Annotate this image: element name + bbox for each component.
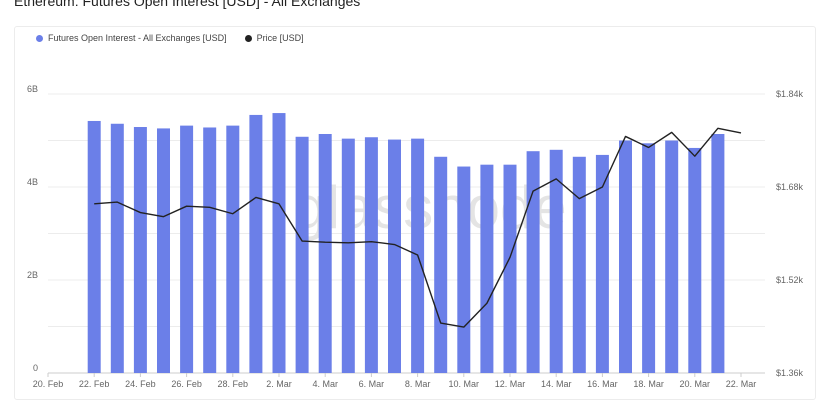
bar (642, 143, 656, 373)
bar (133, 127, 147, 373)
bar (711, 133, 725, 373)
bar (549, 149, 563, 373)
x-tick-label: 2. Mar (266, 379, 292, 389)
legend-item-open-interest[interactable]: Futures Open Interest - All Exchanges [U… (36, 33, 227, 43)
bar (480, 164, 494, 373)
price-line (94, 127, 742, 328)
bar (434, 156, 448, 373)
bar (157, 128, 170, 373)
y-right-tick-label: $1.36k (776, 368, 804, 378)
bar (526, 151, 540, 373)
x-tick-label: 28. Feb (218, 379, 249, 389)
y-left-tick-label: 0 (33, 363, 38, 373)
x-tick-label: 24. Feb (125, 379, 156, 389)
x-tick-label: 26. Feb (171, 379, 202, 389)
x-tick-label: 10. Mar (449, 379, 480, 389)
x-tick-label: 20. Feb (33, 379, 64, 389)
x-tick-label: 22. Feb (79, 379, 110, 389)
bar (203, 127, 217, 373)
x-tick-label: 22. Mar (726, 379, 757, 389)
x-tick-label: 20. Mar (680, 379, 711, 389)
x-tick-label: 4. Mar (312, 379, 338, 389)
bar (180, 125, 194, 374)
x-tick-label: 12. Mar (495, 379, 526, 389)
bar (619, 140, 632, 373)
bar (665, 140, 679, 373)
bar (272, 113, 286, 373)
bar (110, 123, 124, 373)
x-tick-label: 18. Mar (633, 379, 664, 389)
bar (457, 166, 471, 373)
bar (249, 114, 263, 374)
bar (87, 120, 101, 373)
bar (341, 138, 355, 373)
chart-title: Ethereum: Futures Open Interest [USD] - … (14, 0, 361, 9)
x-tick-label: 6. Mar (359, 379, 385, 389)
bar (364, 137, 378, 373)
bar (388, 139, 401, 373)
legend-swatch-price (244, 34, 252, 42)
y-left-tick-label: 4B (27, 177, 38, 187)
y-left-tick-label: 2B (27, 270, 38, 280)
bar (572, 156, 586, 373)
bar (226, 125, 240, 374)
legend-label-open-interest: Futures Open Interest - All Exchanges [U… (48, 33, 227, 43)
x-tick-label: 16. Mar (587, 379, 618, 389)
y-right-tick-label: $1.68k (776, 182, 804, 192)
x-tick-label: 14. Mar (541, 379, 572, 389)
legend-item-price[interactable]: Price [USD] (244, 33, 304, 43)
watermark: glassnode (293, 174, 567, 241)
bar (688, 147, 702, 373)
y-right-tick-label: $1.52k (776, 275, 804, 285)
legend-swatch-open-interest (36, 34, 43, 42)
bar (295, 136, 309, 373)
x-tick-label: 8. Mar (405, 379, 431, 389)
bar (595, 154, 609, 373)
y-right-tick-label: $1.84k (776, 89, 804, 99)
legend-label-price: Price [USD] (256, 33, 304, 43)
y-left-tick-label: 6B (27, 84, 38, 94)
bar (318, 133, 332, 373)
bar (503, 164, 517, 373)
legend: Futures Open Interest - All Exchanges [U… (36, 33, 304, 43)
